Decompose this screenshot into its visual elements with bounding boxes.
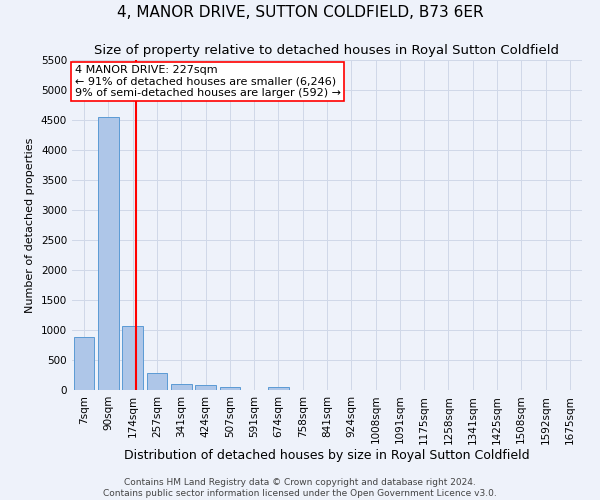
- X-axis label: Distribution of detached houses by size in Royal Sutton Coldfield: Distribution of detached houses by size …: [124, 449, 530, 462]
- Bar: [268, 386, 289, 390]
- Text: 4 MANOR DRIVE: 227sqm
← 91% of detached houses are smaller (6,246)
9% of semi-de: 4 MANOR DRIVE: 227sqm ← 91% of detached …: [74, 65, 341, 98]
- Title: Size of property relative to detached houses in Royal Sutton Coldfield: Size of property relative to detached ho…: [95, 44, 560, 58]
- Text: Contains HM Land Registry data © Crown copyright and database right 2024.
Contai: Contains HM Land Registry data © Crown c…: [103, 478, 497, 498]
- Bar: [74, 337, 94, 390]
- Bar: [98, 117, 119, 390]
- Text: 4, MANOR DRIVE, SUTTON COLDFIELD, B73 6ER: 4, MANOR DRIVE, SUTTON COLDFIELD, B73 6E…: [116, 5, 484, 20]
- Bar: [220, 386, 240, 390]
- Bar: [171, 384, 191, 390]
- Y-axis label: Number of detached properties: Number of detached properties: [25, 138, 35, 312]
- Bar: [195, 384, 216, 390]
- Bar: [122, 326, 143, 390]
- Bar: [146, 373, 167, 390]
